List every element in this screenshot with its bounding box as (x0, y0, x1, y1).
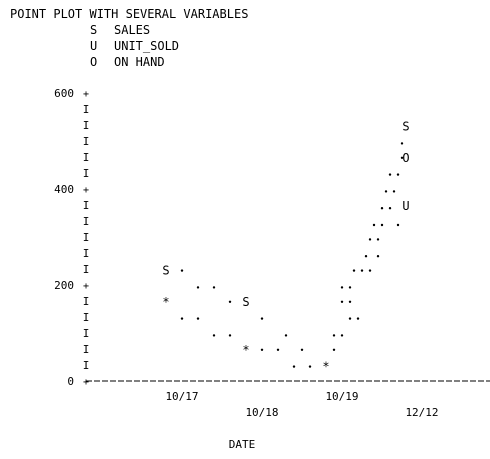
legend-label-units: UNIT_SOLD (114, 39, 179, 53)
legend-symbol-sales: S (90, 23, 97, 37)
y-axis-segment: I (83, 151, 90, 164)
y-axis-segment: I (83, 199, 90, 212)
y-axis-segment: I (83, 135, 90, 148)
data-dot (360, 269, 364, 272)
data-dot (400, 156, 404, 159)
data-dot (196, 317, 200, 320)
x-tick-label-1: 10/18 (245, 406, 278, 419)
sales-marker: S (402, 120, 409, 134)
data-dot (384, 190, 388, 193)
legend-label-sales: SALES (114, 23, 150, 37)
data-dot (380, 207, 384, 210)
chart-title: POINT PLOT WITH SEVERAL VARIABLES (10, 7, 248, 21)
data-dot (376, 238, 380, 241)
y-tick-label-200: 200 (54, 279, 74, 292)
sales-marker: S (162, 264, 169, 278)
data-dot (260, 317, 264, 320)
data-dot (300, 348, 304, 351)
data-dot (180, 317, 184, 320)
data-dot (260, 348, 264, 351)
y-axis-segment: I (83, 343, 90, 356)
overlap-marker: * (322, 360, 329, 374)
data-dot (180, 269, 184, 272)
data-dot (388, 207, 392, 210)
legend: S SALES U UNIT_SOLD O ON HAND (90, 23, 179, 69)
data-dot (348, 300, 352, 303)
y-axis-tick: + (83, 89, 89, 100)
data-dot (364, 255, 368, 258)
data-dot (396, 223, 400, 227)
legend-symbol-units: U (90, 39, 97, 53)
data-dot (228, 300, 232, 303)
data-dot (368, 269, 372, 272)
data-dot (352, 269, 356, 272)
y-axis-segment: I (83, 311, 90, 324)
units-marker: U (402, 199, 409, 213)
data-dot (284, 334, 288, 337)
y-axis-segment: I (83, 215, 90, 228)
data-dot (400, 142, 404, 145)
data-dot (368, 238, 372, 241)
data-dot (276, 348, 280, 351)
y-axis-segment: I (83, 247, 90, 260)
sales-marker: S (242, 295, 249, 309)
data-dot (228, 334, 232, 337)
data-dot (388, 173, 392, 176)
y-axis-tick: + (83, 185, 89, 196)
data-dot (196, 286, 200, 289)
data-dot (212, 286, 216, 289)
y-tick-label-0: 0 (67, 375, 74, 388)
x-tick-label-2: 10/19 (325, 390, 358, 403)
legend-label-onhand: ON HAND (114, 55, 165, 69)
legend-symbol-onhand: O (90, 55, 97, 69)
y-axis-segment: I (83, 295, 90, 308)
data-dot (356, 317, 360, 320)
y-axis-tick: + (83, 377, 89, 388)
onhand-marker: O (402, 151, 409, 165)
y-axis-tick: + (83, 281, 89, 292)
y-axis-segment: I (83, 119, 90, 132)
overlap-marker: * (242, 343, 249, 357)
data-dot (396, 173, 400, 176)
y-axis-segment: I (83, 167, 90, 180)
y-axis-segment: I (83, 103, 90, 116)
data-dot (340, 286, 344, 289)
data-dot (340, 334, 344, 337)
x-tick-labels: 10/17 10/18 10/19 12/12 (165, 390, 438, 419)
data-dot (380, 223, 384, 227)
x-axis-title: DATE (229, 438, 256, 451)
y-tick-label-600: 600 (54, 87, 74, 100)
y-axis-segment: I (83, 231, 90, 244)
data-dot (340, 300, 344, 303)
y-axis-segment: I (83, 263, 90, 276)
data-dot (376, 255, 380, 258)
overlap-marker: * (162, 295, 169, 309)
y-tick-label-400: 400 (54, 183, 74, 196)
data-dot (332, 334, 336, 337)
x-tick-label-0: 10/17 (165, 390, 198, 403)
y-axis-segment: I (83, 327, 90, 340)
data-dot (392, 190, 396, 193)
y-tick-labels: 0 200 400 600 (54, 87, 74, 388)
data-dot (212, 334, 216, 337)
data-dot (332, 348, 336, 351)
data-dot (308, 365, 312, 368)
data-dot (292, 365, 296, 368)
x-tick-label-3: 12/12 (405, 406, 438, 419)
data-dot (348, 286, 352, 289)
y-axis-segment: I (83, 359, 90, 372)
plot-area: S * S * * S O U (162, 120, 409, 374)
data-dot (372, 223, 376, 227)
data-dot (348, 317, 352, 320)
